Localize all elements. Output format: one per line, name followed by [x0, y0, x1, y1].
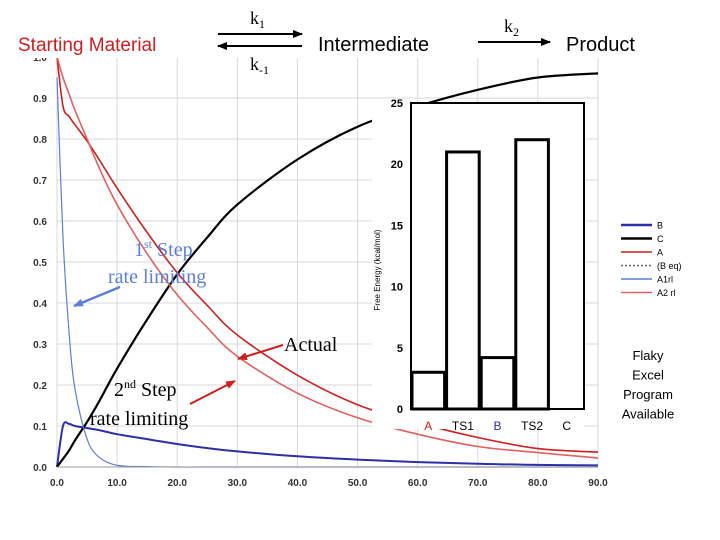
step2-label-line1: 2nd Step — [114, 377, 177, 401]
main-x-tick-label: 90.0 — [588, 478, 608, 489]
main-y-tick-label: 1.0 — [33, 53, 47, 64]
inset-bar-ts1 — [445, 150, 481, 411]
k-1-label: k-1 — [250, 54, 269, 77]
note-line: Flaky — [632, 348, 664, 363]
main-y-tick-label: 0.0 — [33, 463, 47, 474]
note-line: Excel — [632, 368, 664, 383]
main-y-tick-label: 0.9 — [33, 94, 47, 105]
k2-label: k2 — [504, 16, 519, 39]
annotations: 1st Step rate limiting Actual 2nd Step r… — [73, 237, 675, 430]
reaction-scheme: Starting Material Intermediate Product k… — [0, 0, 720, 77]
inset-x-tick-labels: A TS1 B TS2 C — [424, 419, 571, 433]
inset-x-tick-label: B — [493, 419, 501, 433]
inset-y-tick-label: 10 — [391, 282, 403, 294]
inset-bars — [410, 138, 550, 411]
intermediate-label: Intermediate — [318, 34, 429, 56]
legend-label: A2 rl — [657, 288, 676, 298]
flaky-excel-note: Flaky Excel Program Available — [622, 348, 675, 422]
inset-x-tick-label: A — [424, 419, 432, 433]
inset-y-axis-label: Free Energy (kcal/mol) — [373, 229, 382, 310]
main-y-tick-labels: 0.0 0.1 0.2 0.3 0.4 0.5 0.6 0.7 0.8 0.9 1.0 — [33, 53, 47, 474]
actual-arrow — [237, 344, 284, 361]
step2-arrow — [189, 380, 236, 405]
step1-arrow — [73, 285, 121, 308]
step1-label-line2: rate limiting — [108, 266, 206, 288]
inset-x-tick-label: TS2 — [521, 419, 543, 433]
legend: BCA (B eq) A1rl A2 rl — [621, 221, 682, 298]
main-y-tick-label: 0.1 — [33, 422, 47, 433]
step2-label-line2: rate limiting — [90, 408, 188, 430]
inset-y-tick-label: 5 — [397, 343, 403, 355]
main-y-tick-label: 0.5 — [33, 258, 47, 269]
main-x-tick-label: 60.0 — [408, 478, 428, 489]
inset-bar-ts2 — [514, 138, 550, 411]
kinetics-chart: 0.0 0.1 0.2 0.3 0.4 0.5 0.6 0.7 0.8 0.9 1.0 0.0 10.… — [33, 53, 608, 489]
main-y-tick-label: 0.2 — [33, 381, 47, 392]
main-x-tick-label: 10.0 — [107, 478, 127, 489]
legend-label: B — [657, 221, 663, 231]
main-y-tick-label: 0.7 — [33, 176, 47, 187]
main-x-tick-label: 20.0 — [167, 478, 187, 489]
main-x-tick-label: 30.0 — [228, 478, 248, 489]
main-y-tick-label: 0.3 — [33, 340, 47, 351]
note-line: Available — [622, 407, 675, 422]
free-energy-inset: 0 5 10 15 20 25 Free Energy (kcal/mol) A TS1 B T… — [372, 98, 585, 433]
product-label: Product — [566, 34, 635, 56]
inset-bar-b — [479, 356, 516, 411]
series-line-b — [56, 421, 599, 468]
inset-x-tick-label: TS1 — [452, 419, 474, 433]
main-x-tick-labels: 0.0 10.0 20.0 30.0 40.0 50.0 60.0 70.0 80.0 90.0 — [50, 478, 608, 489]
inset-y-tick-label: 20 — [391, 159, 403, 171]
inset-y-tick-label: 15 — [391, 220, 403, 232]
legend-label: C — [657, 234, 664, 244]
main-y-tick-label: 0.4 — [33, 299, 47, 310]
inset-y-tick-label: 0 — [397, 404, 403, 416]
note-line: Program — [623, 387, 673, 402]
inset-bar-a — [410, 370, 447, 411]
main-y-tick-label: 0.6 — [33, 217, 47, 228]
main-x-tick-label: 50.0 — [348, 478, 368, 489]
reaction-header-backdrop — [0, 0, 720, 58]
inset-y-tick-labels: 0 5 10 15 20 25 — [391, 98, 403, 416]
series-line-c — [56, 72, 599, 468]
main-y-tick-label: 0.8 — [33, 135, 47, 146]
actual-label: Actual — [284, 334, 338, 356]
step1-label-line1: 1st Step — [134, 237, 193, 261]
main-series-lines — [56, 56, 599, 468]
main-x-tick-label: 70.0 — [468, 478, 488, 489]
k1-label: k1 — [250, 8, 265, 31]
series-line-a2-rl — [56, 56, 599, 459]
inset-y-tick-label: 25 — [391, 98, 403, 110]
inset-x-tick-label: C — [562, 419, 571, 433]
legend-label: A — [657, 248, 663, 258]
main-x-tick-label: 80.0 — [528, 478, 548, 489]
legend-label: A1rl — [657, 275, 673, 285]
starting-material-label: Starting Material — [18, 35, 156, 56]
main-x-tick-label: 40.0 — [288, 478, 308, 489]
main-x-tick-label: 0.0 — [50, 478, 64, 489]
legend-label: (B eq) — [657, 261, 682, 271]
